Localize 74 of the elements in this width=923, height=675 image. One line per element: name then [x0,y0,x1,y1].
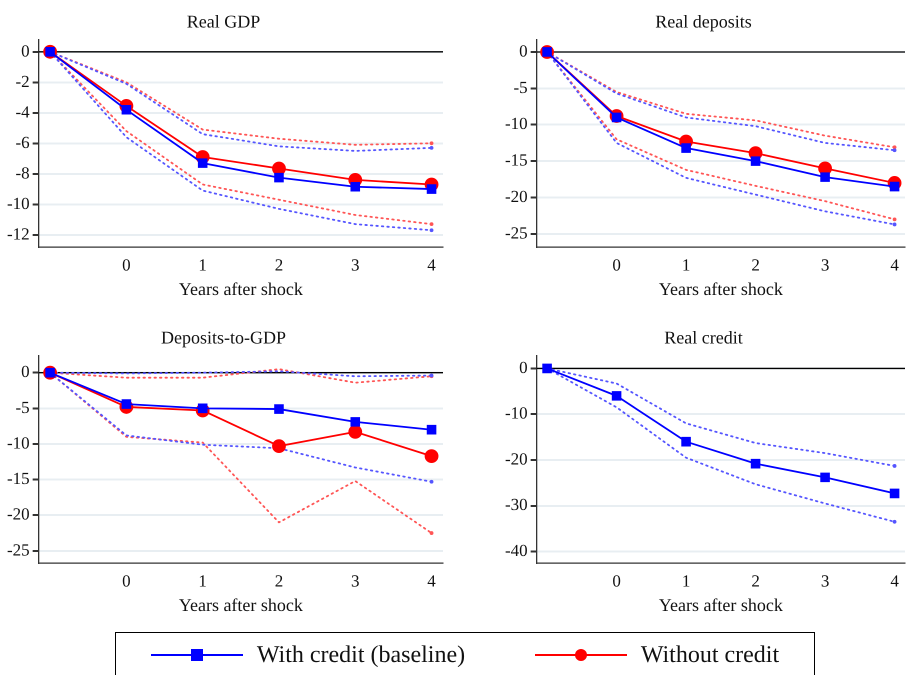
x-tick-label: 3 [820,572,830,591]
y-tick-label: -6 [15,132,30,152]
point [272,162,286,176]
y-tick-label: 0 [519,358,528,377]
x-tick-label: 2 [274,256,284,275]
point [348,424,362,439]
x-tick-label: 2 [751,256,760,275]
y-tick-label: 0 [21,41,30,60]
x-axis-title: Years after shock [178,594,303,615]
point [750,458,760,468]
x-tick-label: 2 [751,572,760,591]
y-tick-label: 0 [21,362,30,382]
x-tick-label: 3 [351,572,360,591]
point [424,449,438,463]
point [612,391,622,401]
y-tick-label: -15 [504,150,528,170]
x-tick-label: 4 [427,256,436,275]
x-tick-label: 1 [682,256,690,275]
y-tick-label: -10 [504,404,528,423]
y-tick-label: -4 [15,102,30,122]
x-tick-label: 0 [122,256,131,275]
y-tick-label: -2 [15,72,30,91]
x-tick-label: 1 [682,572,690,591]
legend-label: With credit (baseline) [256,642,466,668]
y-tick-label: -25 [6,540,30,560]
point [890,488,900,498]
point [820,472,830,482]
x-tick-label: 0 [612,572,621,591]
y-tick-label: -10 [6,194,30,213]
x-tick-label: 3 [820,256,830,275]
y-tick-label: -15 [6,469,30,488]
y-tick-label: -20 [504,449,528,468]
x-tick-label: 1 [198,572,207,591]
point [750,156,760,166]
point [274,172,284,182]
point [274,404,284,414]
x-axis-title: Years after shock [658,278,783,299]
y-tick-label: -20 [504,186,528,206]
point [198,158,208,168]
x-tick-label: 4 [427,572,436,591]
point [681,436,691,446]
y-tick-label: -5 [15,398,30,417]
chart-title: Real deposits [655,12,752,32]
x-axis-title: Years after shock [178,278,303,299]
point [350,182,360,192]
point [426,184,436,194]
x-axis-title: Years after shock [658,594,783,615]
y-tick-label: -40 [504,541,528,560]
chart-title: Deposits-to-GDP [161,328,286,348]
y-tick-label: -5 [513,78,528,97]
chart-title: Real GDP [186,12,260,32]
y-tick-label: -10 [504,114,528,134]
x-tick-label: 2 [274,572,284,591]
point [820,172,830,182]
x-tick-label: 0 [122,572,131,591]
x-tick-label: 4 [890,256,900,275]
point [426,424,436,435]
point [350,417,360,427]
x-tick-label: 1 [198,256,207,275]
y-tick-label: -8 [15,163,30,182]
chart-title: Real credit [664,328,743,348]
y-tick-label: 0 [519,41,528,60]
x-tick-label: 4 [890,572,900,591]
x-tick-label: 3 [351,256,360,275]
y-tick-label: -12 [6,224,30,244]
point [681,143,691,153]
point [542,364,552,374]
x-tick-label: 0 [612,256,621,275]
y-tick-label: -20 [6,504,30,524]
y-tick-label: -25 [504,223,528,242]
point [272,439,286,454]
legend-label: Without credit [640,642,780,668]
y-tick-label: -10 [6,433,30,452]
y-tick-label: -30 [504,495,528,514]
